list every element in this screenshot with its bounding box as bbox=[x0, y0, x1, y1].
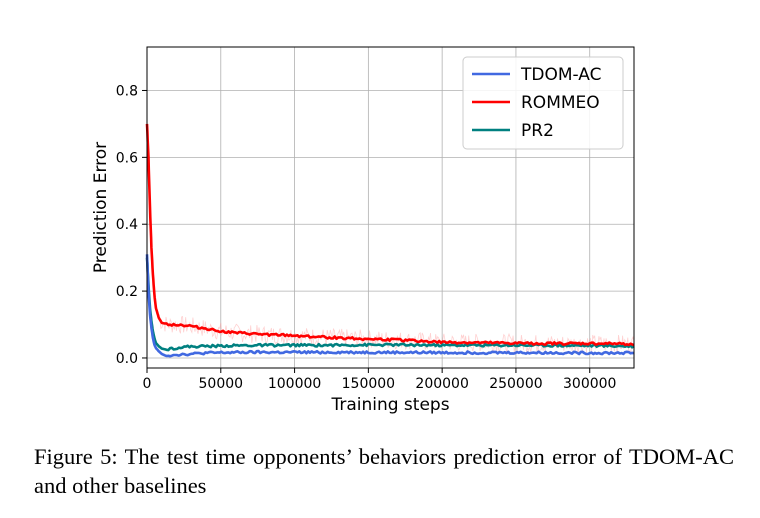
y-tick-label: 0.6 bbox=[116, 150, 138, 166]
line-chart: 0 50000 100000 150000 200000 250000 300000 0.0 0… bbox=[91, 46, 635, 415]
y-tick-label: 0.8 bbox=[116, 83, 138, 99]
legend-label: ROMMEO bbox=[521, 93, 600, 113]
x-tick-label: 250000 bbox=[489, 376, 542, 392]
x-tick-label: 100000 bbox=[268, 376, 321, 392]
x-axis-label: Training steps bbox=[330, 395, 449, 415]
series-line-pr2 bbox=[145, 257, 635, 352]
series-line-rommeo bbox=[145, 123, 635, 347]
x-tick-label: 0 bbox=[143, 376, 152, 392]
x-tick-label: 50000 bbox=[199, 376, 244, 392]
series-group bbox=[145, 123, 635, 358]
x-tick-label: 200000 bbox=[415, 376, 468, 392]
y-tick-label: 0.2 bbox=[116, 284, 138, 300]
ticks: 0 50000 100000 150000 200000 250000 300000 0.0 0… bbox=[116, 83, 617, 392]
plot-frame bbox=[146, 46, 635, 369]
rommeo-raw-noise bbox=[158, 316, 635, 354]
y-tick-label: 0.4 bbox=[116, 217, 138, 233]
y-axis-label: Prediction Error bbox=[91, 142, 111, 273]
x-tick-label: 150000 bbox=[342, 376, 395, 392]
series-line-tdom-ac bbox=[145, 254, 635, 358]
y-tick-label: 0.0 bbox=[116, 351, 138, 367]
x-tick-label: 300000 bbox=[563, 376, 616, 392]
legend: TDOM-AC ROMMEO PR2 bbox=[462, 56, 624, 150]
figure-caption: Figure 5: The test time opponents’ behav… bbox=[34, 444, 734, 498]
legend-box bbox=[462, 56, 624, 150]
noise-band bbox=[158, 316, 635, 354]
legend-label: PR2 bbox=[521, 121, 554, 141]
legend-label: TDOM-AC bbox=[520, 65, 601, 85]
